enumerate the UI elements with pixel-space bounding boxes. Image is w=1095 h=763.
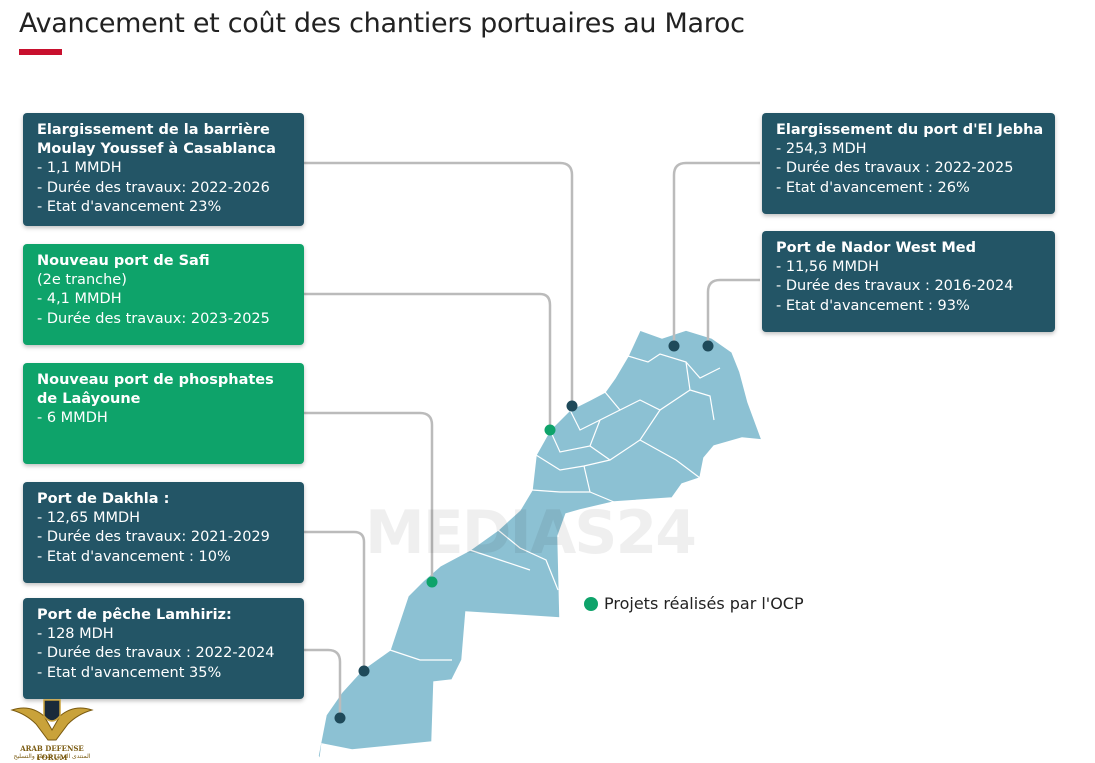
logo-text-en: ARAB DEFENSE FORUM bbox=[20, 744, 84, 762]
page-title: Avancement et coût des chantiers portuai… bbox=[19, 8, 745, 39]
card-title-line: Port de Dakhla : bbox=[37, 491, 170, 507]
logo-text-ar: المنتدى العربي للدفاع والتسليح bbox=[13, 753, 91, 760]
card-detail-line: - 11,56 MMDH bbox=[776, 259, 880, 276]
card-title-line: Moulay Youssef à Casablanca bbox=[37, 141, 276, 158]
connector-lines bbox=[304, 161, 760, 718]
legend-dot-icon bbox=[584, 596, 598, 611]
card-detail-line: - Etat d'avancement : 10% bbox=[37, 548, 231, 565]
card-detail-line: - Etat d'avancement 35% bbox=[37, 664, 222, 681]
port-dot-safi[interactable] bbox=[544, 424, 556, 436]
legend-label: Projets réalisés par l'OCP bbox=[604, 594, 804, 613]
card-detail-line: - Durée des travaux: 2023-2025 bbox=[37, 310, 270, 327]
card-detail-line: - 4,1 MMDH bbox=[37, 291, 122, 308]
card-title-line: Port de pêche Lamhiriz: bbox=[37, 607, 232, 623]
card-detail-line: - Durée des travaux: 2022-2026 bbox=[37, 179, 270, 196]
card-detail-line: - Durée des travaux: 2021-2029 bbox=[37, 529, 270, 546]
card-lamhiriz[interactable]: Port de pêche Lamhiriz: - 128 MDH - Durée … bbox=[23, 598, 304, 699]
map-shape bbox=[317, 329, 764, 763]
port-dot-lamhiriz[interactable] bbox=[334, 712, 346, 724]
card-eljebha[interactable]: Elargissement du port d'El Jebha - 254,3 … bbox=[762, 113, 1055, 214]
card-casablanca[interactable]: Elargissement de la barrière Moulay Youss… bbox=[23, 113, 304, 226]
port-dot-eljebha[interactable] bbox=[668, 340, 680, 352]
card-detail-line: - 254,3 MDH bbox=[776, 141, 867, 158]
eagle-icon bbox=[10, 699, 94, 741]
card-title-line: Nouveau port de Safi bbox=[37, 253, 210, 269]
title-underline bbox=[19, 49, 62, 55]
watermark: MEDIAS24 bbox=[365, 498, 697, 568]
port-dot-casablanca[interactable] bbox=[566, 400, 578, 412]
card-detail-line: - Durée des travaux : 2016-2024 bbox=[776, 278, 1014, 295]
card-safi[interactable]: Nouveau port de Safi (2e tranche) - 4,1 MM… bbox=[23, 244, 304, 345]
card-detail-line: - Etat d'avancement 23% bbox=[37, 198, 222, 215]
card-detail-line: (2e tranche) bbox=[37, 272, 127, 289]
card-title-line: Port de Nador West Med bbox=[776, 240, 977, 256]
card-title-line: Elargissement du port d'El Jebha bbox=[776, 122, 1044, 138]
card-detail-line: - 12,65 MMDH bbox=[37, 510, 141, 527]
card-title-line: Elargissement de la barrière bbox=[37, 122, 270, 138]
card-nador[interactable]: Port de Nador West Med - 11,56 MMDH - Duré… bbox=[762, 231, 1055, 332]
card-detail-line: - Durée des travaux : 2022-2025 bbox=[776, 160, 1014, 177]
card-title-line: Nouveau port de phosphates bbox=[37, 372, 274, 388]
region-borders bbox=[389, 353, 721, 661]
card-detail-line: - 1,1 MMDH bbox=[37, 160, 122, 177]
legend: Projets réalisés par l'OCP bbox=[584, 594, 804, 613]
card-dakhla[interactable]: Port de Dakhla : - 12,65 MMDH - Durée des … bbox=[23, 482, 304, 583]
arab-defense-forum-logo: ARAB DEFENSE FORUM المنتدى العربي للدفاع… bbox=[8, 696, 96, 762]
card-title-line: de Laâyoune bbox=[37, 391, 141, 408]
card-laayoune[interactable]: Nouveau port de phosphates de Laâyoune - 6… bbox=[23, 363, 304, 464]
port-dot-laayoune[interactable] bbox=[426, 576, 438, 588]
card-detail-line: - Durée des travaux : 2022-2024 bbox=[37, 645, 275, 662]
card-detail-line: - Etat d'avancement : 26% bbox=[776, 179, 970, 196]
card-detail-line: - 6 MMDH bbox=[37, 410, 108, 427]
card-detail-line: - 128 MDH bbox=[37, 626, 114, 643]
port-dot-dakhla[interactable] bbox=[358, 665, 370, 677]
card-detail-line: - Etat d'avancement : 93% bbox=[776, 297, 970, 314]
port-dot-nador[interactable] bbox=[702, 340, 714, 352]
